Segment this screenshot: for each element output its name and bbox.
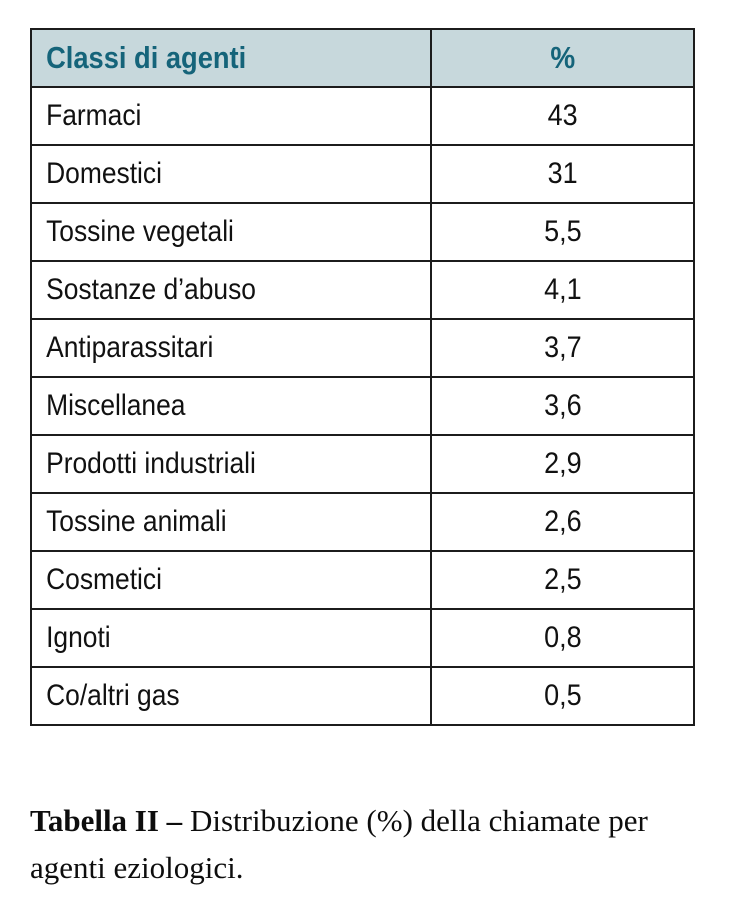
table-row: Antiparassitari 3,7	[30, 318, 695, 378]
table-row: Co/altri gas 0,5	[30, 666, 695, 726]
agent-class-cell: Tossine animali	[30, 492, 432, 552]
agent-class-cell: Sostanze d’abuso	[30, 260, 432, 320]
percent-cell: 3,7	[430, 318, 695, 378]
percent-cell: 4,1	[430, 260, 695, 320]
percent-cell: 31	[430, 144, 695, 204]
column-header-agent-class-label: Classi di agenti	[46, 40, 247, 75]
column-header-agent-class: Classi di agenti	[30, 28, 432, 88]
table-row: Miscellanea 3,6	[30, 376, 695, 436]
agent-class-cell: Tossine vegetali	[30, 202, 432, 262]
percent-cell: 2,9	[430, 434, 695, 494]
percent-cell: 3,6	[430, 376, 695, 436]
percent-cell: 0,8	[430, 608, 695, 668]
percent-cell: 2,5	[430, 550, 695, 610]
agent-class-cell: Co/altri gas	[30, 666, 432, 726]
column-header-percent: %	[430, 28, 695, 88]
agent-class-cell: Domestici	[30, 144, 432, 204]
agent-class-cell: Antiparassitari	[30, 318, 432, 378]
table-row: Cosmetici 2,5	[30, 550, 695, 610]
table-header-row: Classi di agenti %	[30, 28, 695, 88]
table-row: Domestici 31	[30, 144, 695, 204]
percent-cell: 0,5	[430, 666, 695, 726]
agent-class-cell: Prodotti industriali	[30, 434, 432, 494]
agent-class-cell: Ignoti	[30, 608, 432, 668]
percent-cell: 43	[430, 86, 695, 146]
table-row: Farmaci 43	[30, 86, 695, 146]
table-row: Sostanze d’abuso 4,1	[30, 260, 695, 320]
agents-distribution-table: Classi di agenti % Farmaci 43 Domestici …	[30, 28, 695, 726]
table-caption-text: Distribuzione (%) della chiamate per age…	[30, 803, 648, 885]
agent-class-cell: Cosmetici	[30, 550, 432, 610]
column-header-percent-label: %	[550, 40, 575, 75]
agent-class-cell: Farmaci	[30, 86, 432, 146]
table-caption-label: Tabella II –	[30, 803, 183, 838]
table-row: Tossine animali 2,6	[30, 492, 695, 552]
table-row: Tossine vegetali 5,5	[30, 202, 695, 262]
table-row: Prodotti industriali 2,9	[30, 434, 695, 494]
percent-cell: 2,6	[430, 492, 695, 552]
table-row: Ignoti 0,8	[30, 608, 695, 668]
agent-class-cell: Miscellanea	[30, 376, 432, 436]
percent-cell: 5,5	[430, 202, 695, 262]
table-caption: Tabella II – Distribuzione (%) della chi…	[30, 798, 708, 891]
